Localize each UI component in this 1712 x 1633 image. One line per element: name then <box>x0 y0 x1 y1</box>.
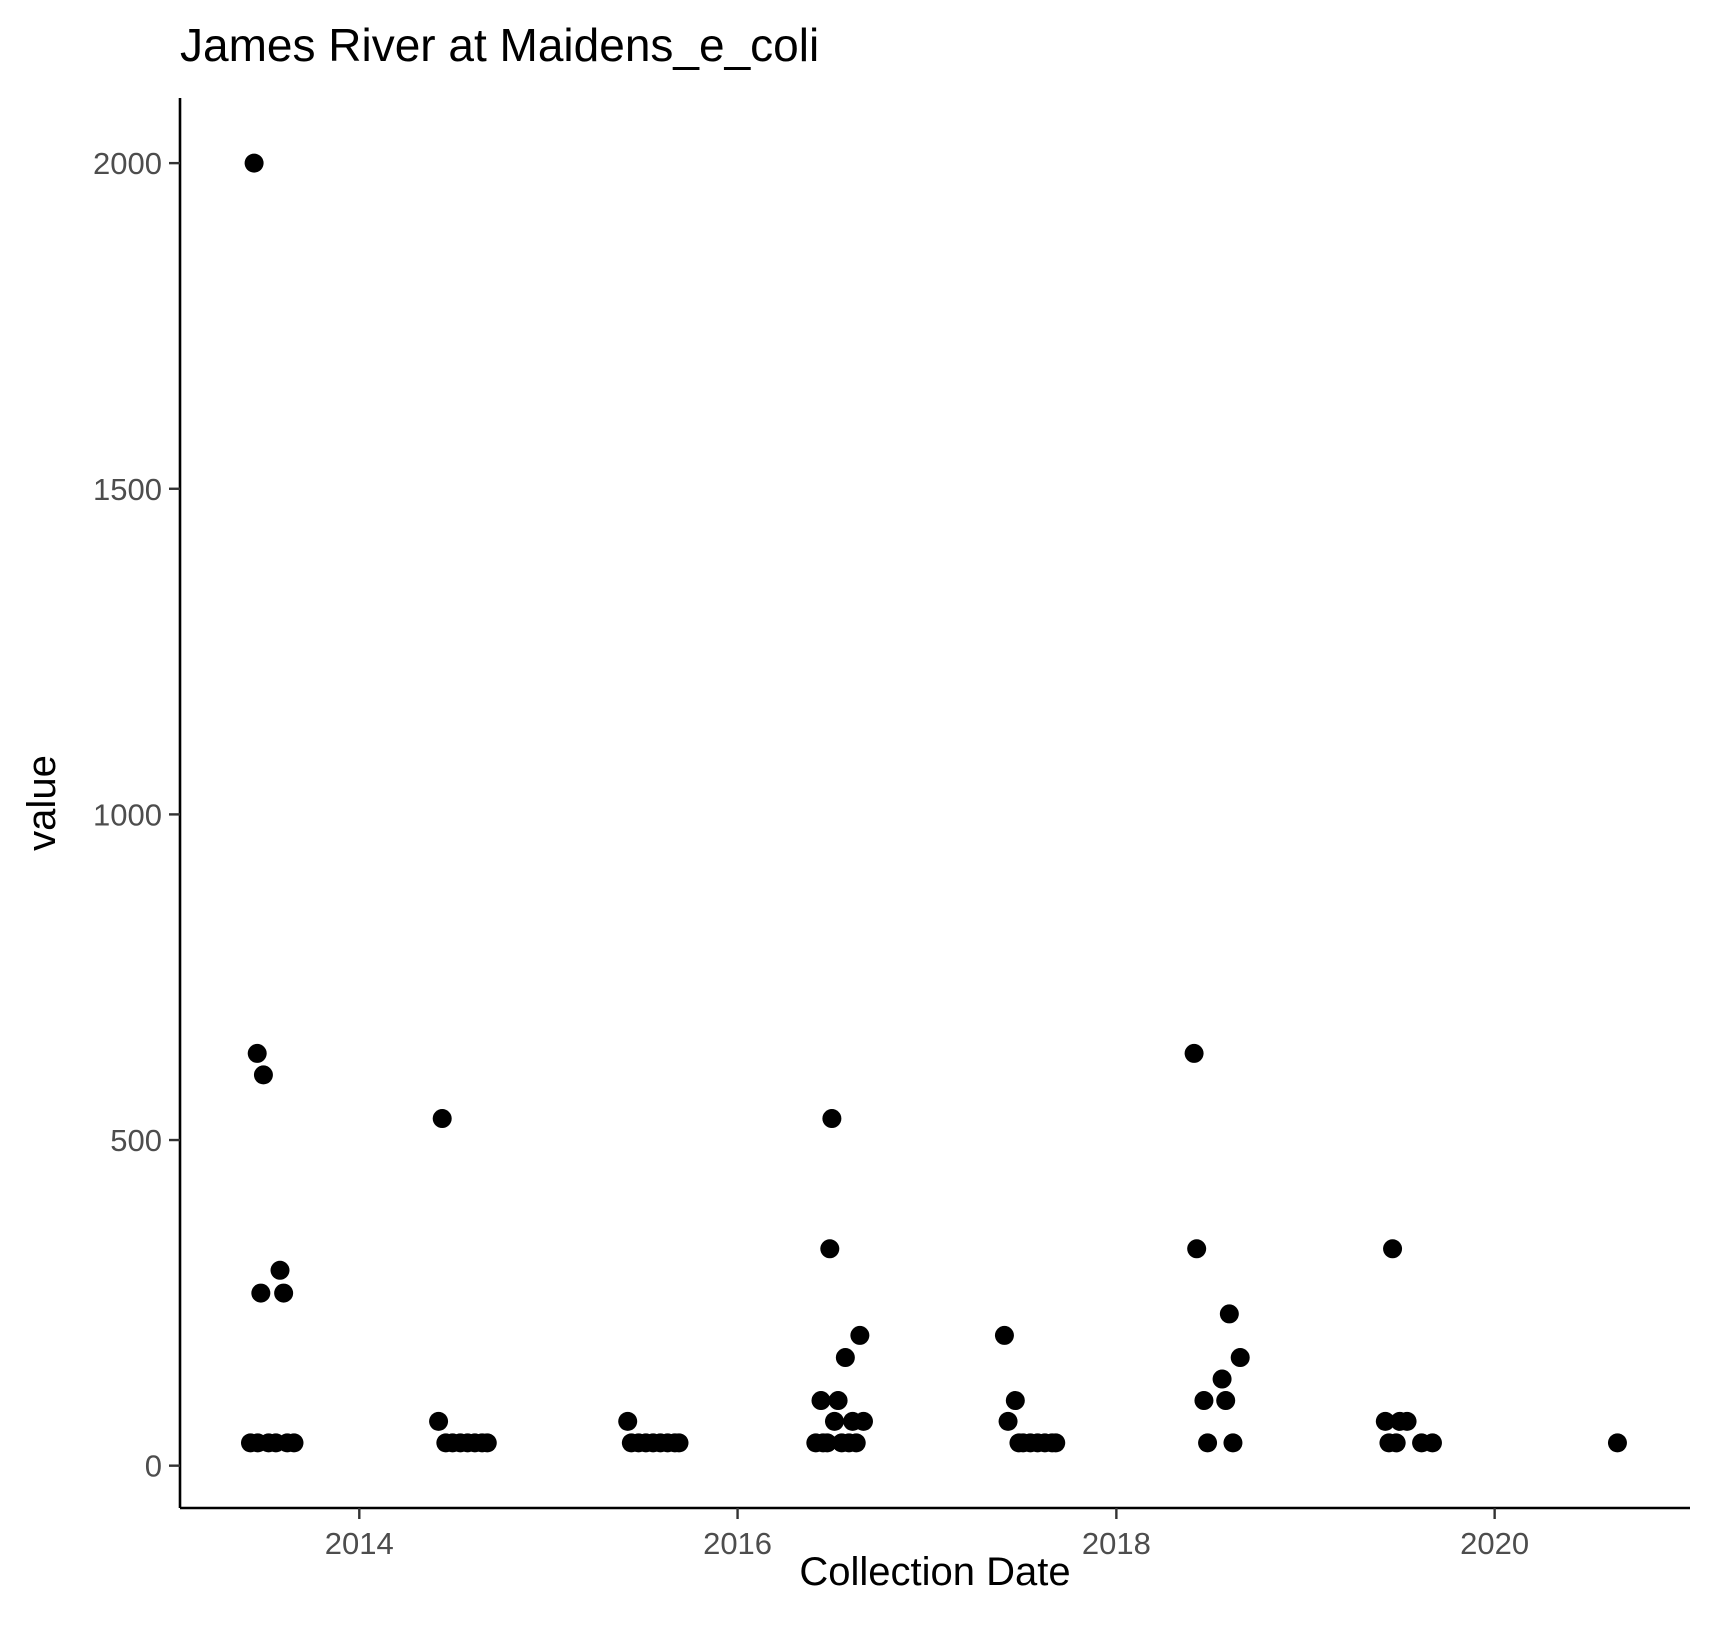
data-point <box>429 1411 449 1431</box>
data-point <box>1223 1433 1243 1453</box>
data-point <box>274 1283 294 1303</box>
y-tick-label: 500 <box>110 1123 162 1158</box>
y-axis: 0 500 1000 1500 2000 <box>93 146 180 1484</box>
y-tick-label: 2000 <box>93 146 162 181</box>
data-point <box>1397 1411 1417 1431</box>
y-tick-label: 1500 <box>93 472 162 507</box>
data-point <box>1219 1304 1239 1324</box>
x-tick-label: 2020 <box>1460 1526 1529 1561</box>
x-tick-label: 2018 <box>1082 1526 1151 1561</box>
data-point <box>1046 1433 1066 1453</box>
data-point <box>811 1391 831 1411</box>
chart-title: James River at Maidens_e_coli <box>180 19 819 71</box>
data-point <box>853 1411 873 1431</box>
data-point <box>846 1433 866 1453</box>
x-tick-label: 2016 <box>703 1526 772 1561</box>
data-point <box>669 1433 689 1453</box>
data-point <box>251 1283 271 1303</box>
data-point <box>1422 1433 1442 1453</box>
data-point <box>1187 1239 1207 1259</box>
data-point <box>1230 1348 1250 1368</box>
data-point <box>1212 1369 1232 1389</box>
data-point <box>1375 1411 1395 1431</box>
data-point <box>1607 1433 1627 1453</box>
y-axis-title: value <box>20 755 64 851</box>
data-point <box>247 1043 267 1063</box>
data-point <box>477 1433 497 1453</box>
data-point <box>244 153 264 173</box>
y-tick-label: 0 <box>145 1449 162 1484</box>
data-points <box>240 153 1627 1453</box>
data-point <box>998 1411 1018 1431</box>
data-point <box>432 1109 452 1129</box>
data-point <box>1386 1433 1406 1453</box>
data-point <box>835 1348 855 1368</box>
data-point <box>1184 1043 1204 1063</box>
x-tick-label: 2014 <box>325 1526 394 1561</box>
data-point <box>1005 1391 1025 1411</box>
data-point <box>850 1325 870 1345</box>
data-point <box>994 1325 1014 1345</box>
data-point <box>270 1260 290 1280</box>
x-axis-title: Collection Date <box>799 1550 1070 1594</box>
data-point <box>820 1239 840 1259</box>
data-point <box>824 1411 844 1431</box>
x-axis: 2014 2016 2018 2020 <box>325 1508 1529 1561</box>
data-point <box>1194 1391 1214 1411</box>
data-point <box>1198 1433 1218 1453</box>
data-point <box>822 1109 842 1129</box>
data-point <box>828 1391 848 1411</box>
data-point <box>817 1433 837 1453</box>
y-tick-label: 1000 <box>93 797 162 832</box>
data-point <box>1383 1239 1403 1259</box>
data-point <box>253 1065 273 1085</box>
data-point <box>618 1411 638 1431</box>
data-point <box>1216 1391 1236 1411</box>
data-point <box>284 1433 304 1453</box>
